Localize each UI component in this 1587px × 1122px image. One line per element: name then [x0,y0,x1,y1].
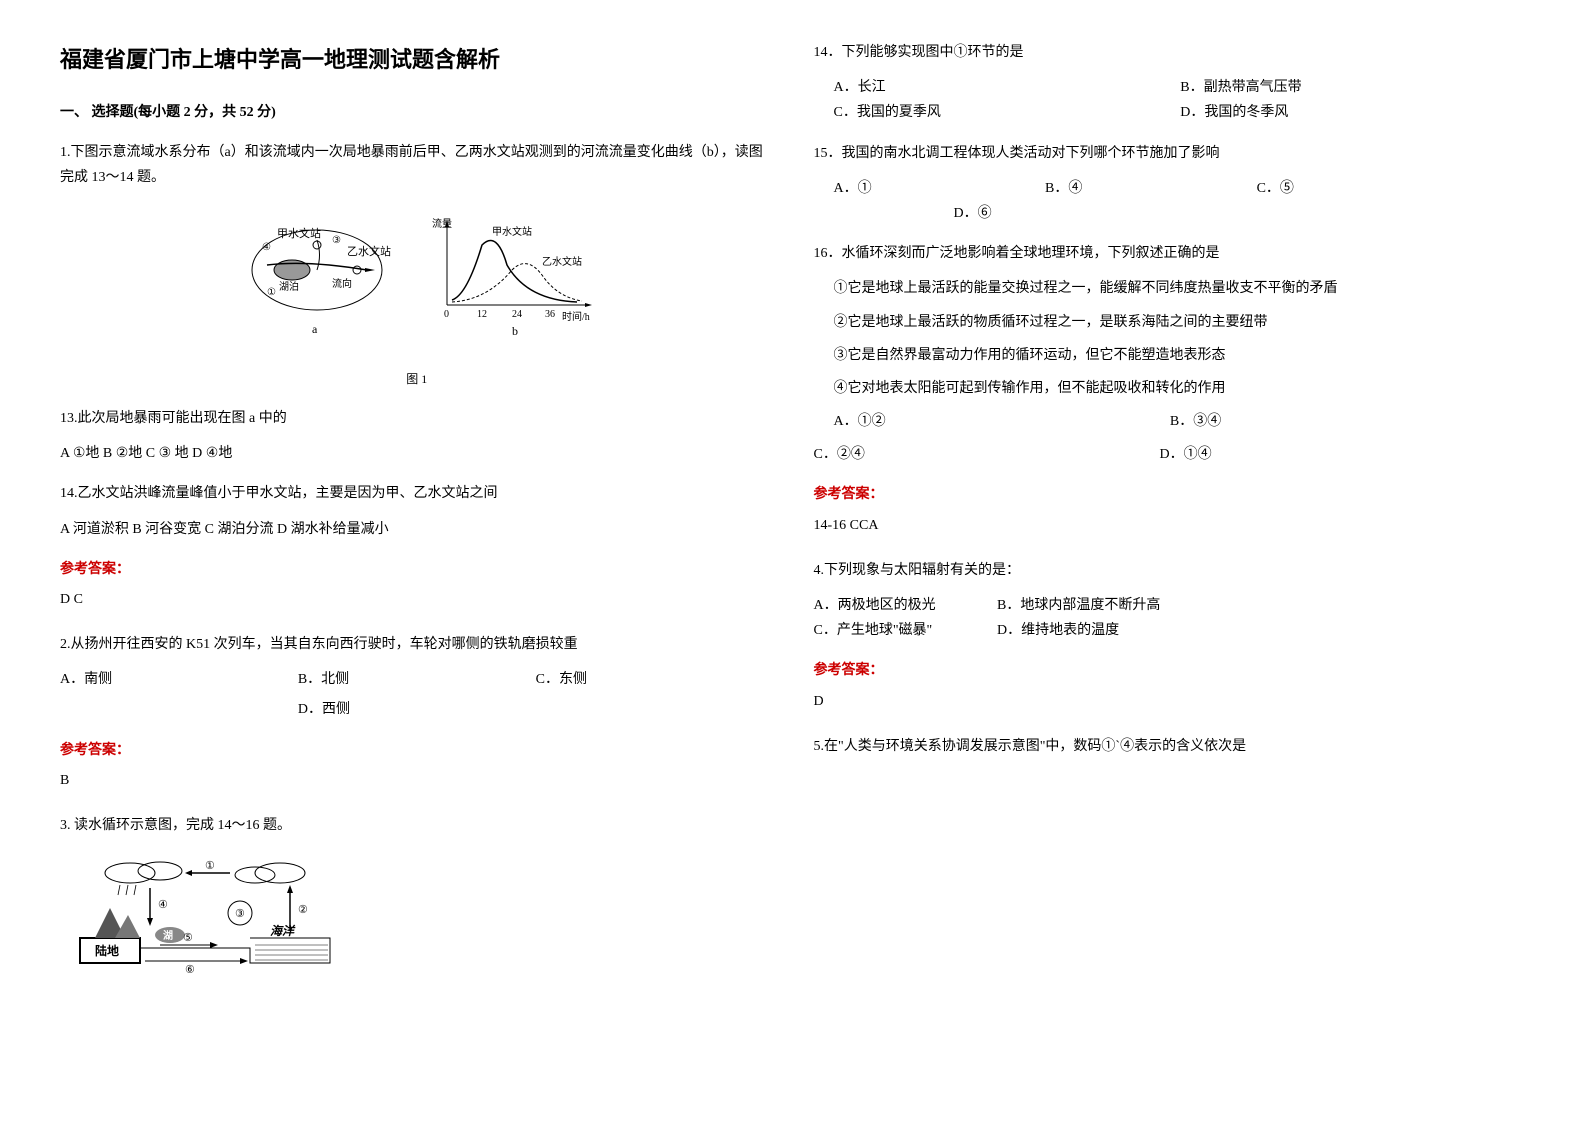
q5-stem: 5.在"人类与环境关系协调发展示意图"中，数码①`④表示的含义依次是 [814,734,1528,759]
q4-a: A．两极地区的极光 [814,593,994,618]
q4-answer: D [814,689,1528,714]
q3-q16-s4: ④它对地表太阳能可起到传输作用，但不能起吸收和转化的作用 [834,376,1528,401]
section-1-header: 一、 选择题(每小题 2 分，共 52 分) [60,100,774,125]
map-label-3: ③ [332,235,341,246]
q3-q15-c: C．⑤ [1257,176,1465,201]
diagram-n1: ① [205,860,215,872]
q3-q14-stem: 14．下列能够实现图中①环节的是 [814,40,1528,65]
q4-stem: 4.下列现象与太阳辐射有关的是： [814,558,1528,583]
diagram-n5: ⑤ [183,932,193,944]
q1-q14-stem: 14.乙水文站洪峰流量峰值小于甲水文站，主要是因为甲、乙水文站之间 [60,481,774,506]
q4-d: D．维持地表的温度 [997,623,1119,638]
q2-answer-label: 参考答案： [60,738,774,763]
diagram-haiyang: 海洋 [270,924,296,938]
q3-answer: 14-16 CCA [814,513,1528,538]
q1-figure: 甲水文站 乙水文站 湖泊 流向 ④ ③ ① a 流量 甲水文站 乙水文站 [60,205,774,391]
q3-stem: 3. 读水循环示意图，完成 14～16 题。 [60,813,774,838]
figure-b-label: b [512,324,518,338]
q3-figure-svg: 陆地 海洋 湖 ① ② [70,853,350,973]
map-label-yi: 乙水文站 [347,244,391,258]
diagram-n3: ③ [235,908,245,920]
figure-a-label: a [312,322,318,336]
q3-q16-stem: 16．水循环深刻而广泛地影响着全球地理环境，下列叙述正确的是 [814,241,1528,266]
diagram-n2: ② [298,904,308,916]
q1-q14-options: A 河道淤积 B 河谷变宽 C 湖泊分流 D 湖水补给量减小 [60,517,774,542]
map-label-hu: 湖泊 [279,281,299,293]
q3-q16-d: D．①④ [1159,442,1501,467]
map-label-jia: 甲水文站 [277,226,321,240]
q3-q16-s1: ①它是地球上最活跃的能量交换过程之一，能缓解不同纬度热量收支不平衡的矛盾 [834,276,1528,301]
chart-jia: 甲水文站 [492,225,532,238]
q2-opt-c: C．东侧 [536,667,774,692]
q3-q15-options: A．① B．④ C．⑤ D．⑥ [834,176,1528,226]
chart-tick-2: 24 [512,309,522,320]
q4-answer-label: 参考答案： [814,658,1528,683]
diagram-n6: ⑥ [185,964,195,973]
chart-ylabel: 流量 [432,217,452,230]
q1-stem: 1.下图示意流域水系分布（a）和该流域内一次局地暴雨前后甲、乙两水文站观测到的河… [60,140,774,190]
chart-tick-3: 36 [545,309,555,320]
q1-answer: D C [60,587,774,612]
map-label-liuxiang: 流向 [332,277,352,290]
q1-figure-svg: 甲水文站 乙水文站 湖泊 流向 ④ ③ ① a 流量 甲水文站 乙水文站 [227,205,607,355]
q2-options: A．南侧 B．北侧 C．东侧 D．西侧 [60,667,774,722]
q2-answer: B [60,768,774,793]
q3-q15-a: A．① [834,176,1042,201]
q2-opt-b: B．北侧 [298,667,536,692]
right-column: 14．下列能够实现图中①环节的是 A．长江 B．副热带高气压带 C．我国的夏季风… [814,40,1528,1082]
q3-q16-b: B．③④ [1170,409,1503,434]
left-column: 福建省厦门市上塘中学高一地理测试题含解析 一、 选择题(每小题 2 分，共 52… [60,40,774,1082]
q3-q15-b: B．④ [1045,176,1253,201]
q3-q14-c: C．我国的夏季风 [834,100,1181,125]
q3-q16-s3: ③它是自然界最富动力作用的循环运动，但它不能塑造地表形态 [834,343,1528,368]
q4-options: A．两极地区的极光 B．地球内部温度不断升高 C．产生地球"磁暴" D．维持地表… [814,593,1528,643]
q2-stem: 2.从扬州开往西安的 K51 次列车，当其自东向西行驶时，车轮对哪侧的铁轨磨损较… [60,632,774,657]
q3-q15-stem: 15．我国的南水北调工程体现人类活动对下列哪个环节施加了影响 [814,141,1528,166]
chart-tick-1: 12 [477,309,487,320]
q3-q14-d: D．我国的冬季风 [1180,100,1527,125]
q1-q13-options: A ①地 B ②地 C ③ 地 D ④地 [60,441,774,466]
q2-opt-a: A．南侧 [60,667,298,692]
diagram-hu: 湖 [163,929,173,942]
q3-q14-b: B．副热带高气压带 [1180,75,1527,100]
q3-q16-options: A．①② B．③④ [834,409,1528,434]
map-label-4: ④ [262,242,271,253]
diagram-n4: ④ [158,899,168,911]
q3-q16-a: A．①② [834,409,1167,434]
chart-tick-0: 0 [444,309,449,320]
chart-yi: 乙水文站 [542,255,582,268]
q3-q14-options: A．长江 B．副热带高气压带 C．我国的夏季风 D．我国的冬季风 [834,75,1528,125]
q3-answer-label: 参考答案： [814,482,1528,507]
q4-c: C．产生地球"磁暴" [814,618,994,643]
chart-xlabel: 时间/h [562,310,590,323]
q1-q13-stem: 13.此次局地暴雨可能出现在图 a 中的 [60,406,774,431]
document-title: 福建省厦门市上塘中学高一地理测试题含解析 [60,40,774,80]
q3-figure: 陆地 海洋 湖 ① ② [70,853,774,982]
q3-q14-a: A．长江 [834,75,1181,100]
q3-q16-c: C．②④ [814,442,1156,467]
q3-q15-d: D．⑥ [954,201,1528,226]
q1-figure-caption: 图 1 [60,369,774,391]
diagram-ludi: 陆地 [95,943,119,958]
map-label-1: ① [267,287,276,298]
q1-answer-label: 参考答案： [60,557,774,582]
q2-opt-d: D．西侧 [298,697,536,722]
q3-q16-s2: ②它是地球上最活跃的物质循环过程之一，是联系海陆之间的主要纽带 [834,310,1528,335]
q3-q16-options-2: C．②④ D．①④ [814,442,1528,467]
q4-b: B．地球内部温度不断升高 [997,598,1160,613]
